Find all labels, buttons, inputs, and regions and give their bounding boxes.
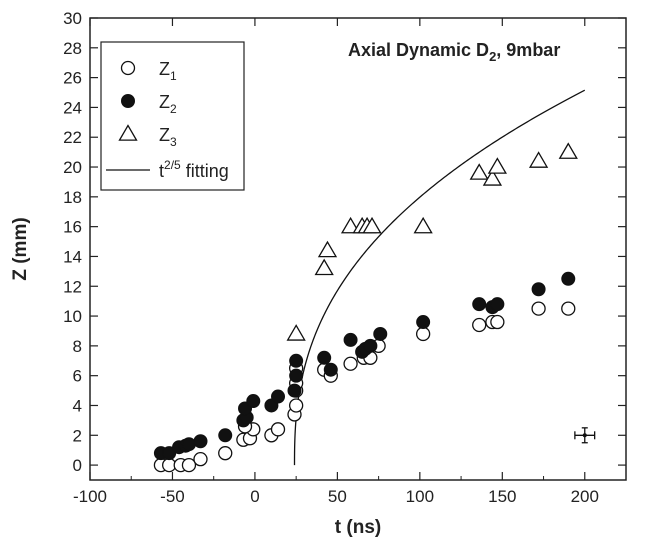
series-2-point: [287, 383, 302, 398]
legend-marker-1: [120, 60, 136, 76]
fit-curve-line: [293, 89, 586, 466]
y-tick-label: 16: [63, 218, 82, 237]
series-1-point: [193, 451, 208, 467]
series-1-point: [531, 301, 546, 316]
legend: Z1 Z2 Z3 t2/5 fitting: [100, 41, 245, 191]
series-1-point: [490, 314, 505, 330]
x-tick-label: 200: [571, 487, 599, 506]
series-2-point: [561, 271, 576, 286]
series-2-point: [289, 353, 304, 368]
plot-frame: [89, 17, 627, 481]
legend-label-1: Z1: [159, 59, 177, 83]
y-tick-label: 14: [63, 247, 82, 266]
fit-curve-layer: [293, 89, 586, 466]
series-1-point: [289, 398, 304, 413]
series-2-point: [181, 437, 196, 452]
series-1-point: [415, 326, 431, 342]
series-3-point: [413, 216, 433, 234]
y-tick-label: 26: [63, 69, 82, 88]
series-3-point: [528, 151, 549, 168]
series-2-point: [531, 282, 546, 297]
x-tick-label: 50: [328, 487, 347, 506]
legend-label-3: Z3: [159, 125, 177, 149]
series-2-point: [343, 332, 358, 347]
y-tick-label: 6: [73, 367, 82, 386]
series-3-point: [482, 169, 503, 186]
series-1-point: [270, 422, 286, 437]
y-tick-label: 24: [63, 98, 82, 117]
series-2-point: [317, 350, 332, 365]
y-tick-label: 0: [73, 456, 82, 475]
series-2-point: [416, 315, 431, 330]
series-2-point: [218, 428, 233, 443]
series-1-point: [472, 317, 487, 333]
x-tick-label: -50: [160, 487, 185, 506]
x-tick-label: -100: [73, 487, 107, 506]
series-3-point: [340, 216, 361, 234]
y-tick-label: 12: [63, 277, 82, 296]
legend-marker-3: [118, 124, 138, 141]
series-1-point: [218, 446, 233, 461]
y-tick-label: 22: [63, 128, 82, 147]
x-tick-label: 150: [488, 487, 516, 506]
series-3-point: [317, 240, 338, 258]
series-2-point: [246, 394, 261, 409]
legend-label-4: t2/5 fitting: [159, 158, 229, 181]
y-tick-label: 28: [63, 39, 82, 58]
series-1-point: [561, 301, 576, 316]
y-tick-label: 30: [63, 9, 82, 28]
series-3-point: [286, 324, 306, 341]
error-bar-center: [582, 433, 587, 438]
y-tick-label: 8: [73, 337, 82, 356]
series-2-point: [472, 297, 487, 312]
chart-title: Axial Dynamic D2, 9mbar: [348, 40, 560, 64]
series-2-point: [323, 362, 338, 377]
y-tick-label: 18: [63, 188, 82, 207]
legend-label-2: Z2: [159, 92, 177, 116]
series-1-point: [181, 457, 197, 473]
series-2-point: [490, 297, 505, 312]
series-2-point: [193, 434, 208, 449]
series-2-point: [363, 338, 378, 353]
legend-marker-2: [121, 94, 135, 108]
error-bar: [574, 427, 596, 444]
series-3-point: [558, 142, 578, 159]
y-tick-label: 20: [63, 158, 82, 177]
y-tick-label: 10: [63, 307, 82, 326]
series-3-point: [362, 216, 382, 234]
series-2-point: [373, 326, 388, 341]
x-axis-label: t (ns): [335, 517, 381, 538]
y-axis-label: Z (mm): [10, 217, 31, 280]
y-tick-label: 4: [73, 396, 82, 415]
x-tick-label: 100: [406, 487, 434, 506]
series-2-point: [271, 389, 286, 404]
series-3-point: [314, 258, 334, 276]
series-2-point: [289, 368, 304, 383]
series-1-point: [343, 356, 358, 371]
y-tick-label: 2: [73, 426, 82, 445]
x-axis-ticks: -100 -50 0 50 100 150 200: [73, 18, 599, 506]
series-3-point: [487, 157, 507, 174]
x-tick-label: 0: [250, 487, 259, 506]
series-3-point: [469, 163, 489, 180]
data-points-layer: [153, 142, 578, 473]
